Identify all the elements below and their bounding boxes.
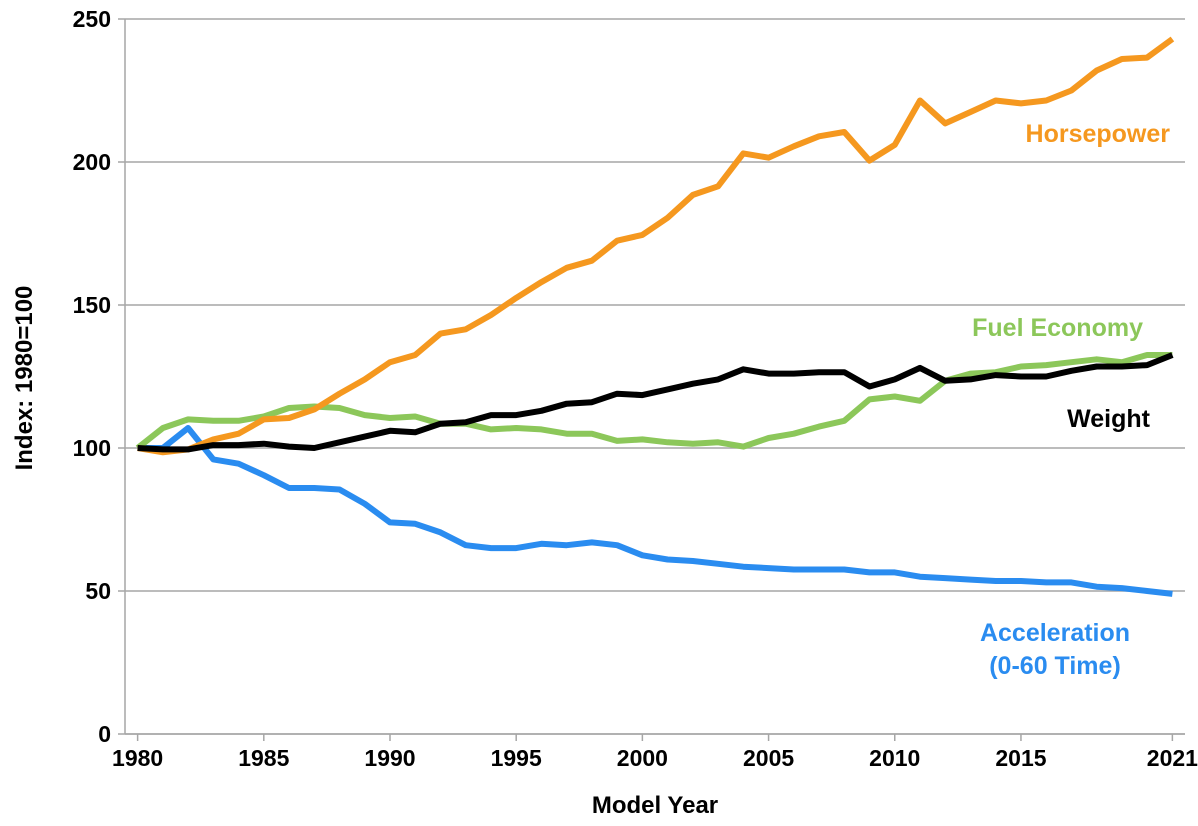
x-tick-label: 2021 — [1147, 745, 1198, 771]
x-tick-label: 1985 — [238, 745, 289, 771]
y-tick-label: 150 — [73, 292, 111, 318]
series-label: Acceleration (0-60 Time) — [980, 619, 1130, 680]
y-tick-label: 200 — [73, 149, 111, 175]
line — [135, 352, 1173, 451]
line — [137, 36, 1175, 456]
x-tick-label: 1990 — [364, 745, 415, 771]
x-tick-label: 2000 — [617, 745, 668, 771]
x-tick-label: 1980 — [112, 745, 163, 771]
y-tick-label: 100 — [73, 435, 111, 461]
x-axis-label: Model Year — [592, 792, 718, 819]
x-tick-label: 2015 — [995, 745, 1046, 771]
y-axis-label: Index: 1980=100 — [11, 286, 38, 471]
series-label: Horsepower — [1026, 120, 1171, 148]
line — [137, 425, 1173, 597]
y-tick-label: 0 — [98, 721, 111, 747]
x-tick-label: 2010 — [869, 745, 920, 771]
y-tick-label: 250 — [73, 6, 111, 32]
y-tick-label: 50 — [85, 578, 111, 604]
x-tick-label: 1995 — [491, 745, 542, 771]
series-label: Fuel Economy — [972, 314, 1143, 342]
line — [137, 352, 1174, 453]
x-tick-label: 2005 — [743, 745, 794, 771]
series-label: Weight — [1067, 405, 1151, 433]
